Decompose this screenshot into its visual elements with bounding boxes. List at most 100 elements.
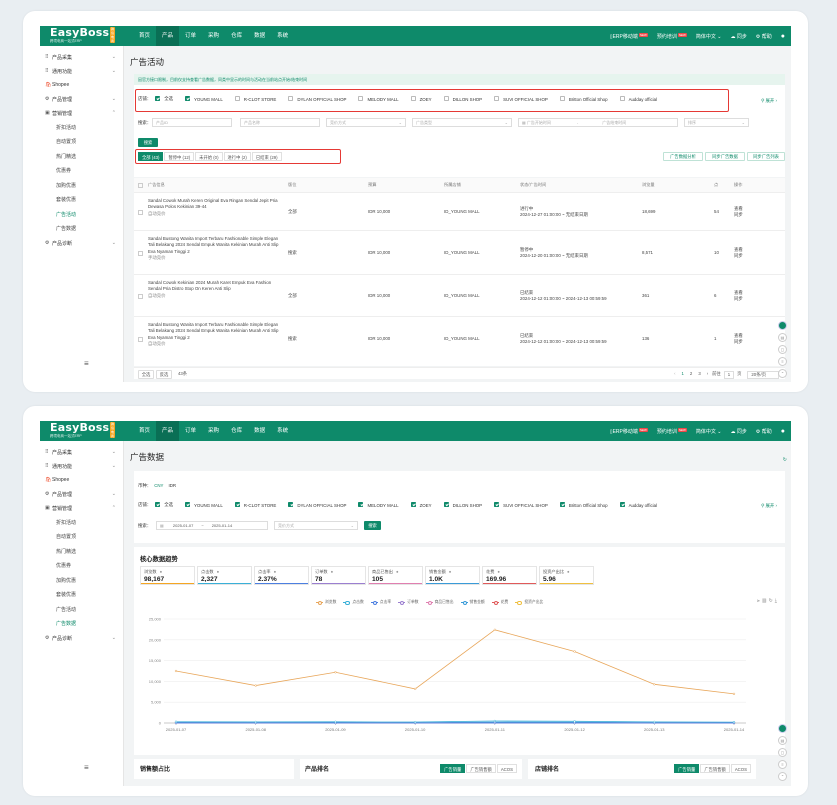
data-point[interactable] [174, 669, 178, 673]
sidebar-subitem[interactable]: 热门精选 [56, 153, 77, 160]
data-point[interactable] [573, 650, 576, 653]
shop-checkbox[interactable]: SUVI OFFICIAL SHOP [494, 502, 548, 508]
language-select[interactable]: 简体中文 ⌄ [695, 33, 722, 40]
nav-item[interactable]: 仓库 [231, 33, 243, 39]
shop-checkbox[interactable]: MELODY MALL [358, 96, 399, 102]
data-point[interactable] [732, 692, 736, 696]
page-number[interactable]: 1 [681, 371, 684, 376]
help-button[interactable]: ⚙ 帮助 [755, 33, 772, 40]
data-point[interactable] [413, 720, 417, 724]
rank-tab[interactable]: ACOS [496, 764, 517, 773]
sidebar-item[interactable]: ⚙ 产品管理 ⌄ [40, 92, 123, 106]
sidebar-subitem[interactable]: 广告数据 [56, 621, 77, 628]
shop-checkbox[interactable]: Britton Official Shop [559, 96, 608, 102]
page-number[interactable]: 3 [698, 371, 701, 376]
sync-link[interactable]: 同步 [734, 212, 743, 218]
rank-tab[interactable]: 广告销售额 [700, 764, 730, 773]
product-name[interactable]: Sandal Cowok Kekinian 2024 Murah Karet E… [148, 280, 272, 292]
menu-icon[interactable]: ≡ [84, 359, 89, 368]
shop-checkbox[interactable]: Britton Official Shop [559, 502, 608, 508]
checkbox-icon[interactable] [138, 182, 143, 188]
sync-link[interactable]: 同步 [734, 339, 743, 345]
shop-checkbox[interactable]: R-CLOT STORE [234, 96, 276, 102]
data-point[interactable] [732, 720, 736, 724]
sidebar-item[interactable]: ▣ 营销管理 ⌃ [40, 501, 123, 515]
shop-checkbox[interactable]: YOUNG MALL [184, 502, 223, 508]
shop-checkbox[interactable]: Audday official [619, 502, 657, 508]
date-range-input[interactable]: ▦ 2025-01-07 ~2025-01-14 [156, 521, 268, 530]
data-point[interactable] [174, 720, 178, 723]
language-select[interactable]: 简体中文 ⌄ [695, 428, 722, 435]
book-icon[interactable]: ▤ [778, 333, 787, 342]
row-checkbox[interactable] [138, 336, 143, 342]
sync-link[interactable]: 同步 [734, 253, 743, 259]
view-link[interactable]: 查看 [734, 206, 743, 211]
data-point[interactable] [413, 687, 417, 691]
bid-method-select[interactable]: 竞价方式 ⌄ [326, 118, 406, 127]
per-page-select[interactable]: 20条/页 [747, 371, 779, 379]
erp-mobile-link[interactable]: ▯ERP移动端 NEW [609, 427, 648, 435]
view-link[interactable]: 查看 [734, 247, 743, 252]
legend-item[interactable]: 浏览数 [316, 600, 337, 605]
ad-type-select[interactable]: 广告类型 ⌄ [412, 118, 512, 127]
data-point[interactable] [254, 684, 257, 687]
data-point[interactable] [573, 720, 576, 723]
meeting-link[interactable]: 预约培训 NEW [656, 427, 687, 435]
sidebar-subitem[interactable]: 折扣活动 [56, 124, 77, 131]
user-icon[interactable]: ● [780, 32, 785, 40]
sync-link[interactable]: 同步 [734, 296, 743, 302]
nav-item[interactable]: 系统 [277, 428, 289, 434]
row-checkbox[interactable] [138, 250, 143, 256]
status-tab[interactable]: 未开始 (0) [195, 152, 223, 161]
sidebar-subitem[interactable]: 广告活动 [56, 211, 77, 218]
metric-card[interactable]: 花费 ● 169.96 [482, 566, 537, 585]
shop-checkbox[interactable]: DILLON SHOP [443, 502, 482, 508]
sidebar-item-diagnosis[interactable]: ⚙ 产品诊断 ⌄ [40, 236, 123, 250]
data-point[interactable] [493, 721, 497, 725]
chat-icon[interactable]: ◻ [778, 345, 787, 354]
chat-icon[interactable]: ◻ [778, 748, 787, 757]
row-checkbox[interactable] [138, 209, 143, 215]
row-checkbox[interactable] [138, 293, 143, 299]
sidebar-item[interactable]: ⚙ 产品管理 ⌄ [40, 487, 123, 501]
metric-card[interactable]: 销售金额 ● 1.0K [425, 566, 480, 585]
nav-item[interactable]: 采购 [208, 33, 220, 39]
metric-card[interactable]: 投资产出比 ● 5.96 [539, 566, 594, 585]
refresh-icon[interactable]: ↻ [782, 457, 787, 463]
next-page-icon[interactable]: › [706, 371, 709, 376]
legend-item[interactable]: 投资产出比 [515, 600, 544, 605]
product-name[interactable]: Sandal Bustong Wanita Import Terbaru Fas… [148, 322, 279, 340]
shop-checkbox[interactable]: DILLON SHOP [443, 96, 482, 102]
data-point[interactable] [493, 719, 497, 723]
sidebar-item[interactable]: ⠿ 通用功能 ⌄ [40, 459, 123, 473]
help-button[interactable]: ⚙ 帮助 [755, 428, 772, 435]
shop-checkbox[interactable]: 全选 [155, 96, 173, 102]
data-point[interactable] [334, 720, 337, 723]
rank-tab[interactable]: 广告销量 [440, 764, 466, 773]
rank-tab[interactable]: 广告销量 [674, 764, 700, 773]
nav-item[interactable]: 首页 [139, 33, 151, 39]
currency-cny[interactable]: CNY [154, 483, 164, 488]
nav-item[interactable]: 仓库 [231, 428, 243, 434]
assistant-avatar[interactable] [778, 321, 787, 330]
search-button[interactable]: 搜索 [138, 138, 158, 147]
sync-button[interactable]: ☁ 同步 [730, 428, 747, 435]
sidebar-subitem[interactable]: 自动置顶 [56, 139, 77, 146]
shop-checkbox[interactable]: ZOEY [410, 96, 432, 102]
rank-tab[interactable]: 广告销售额 [466, 764, 496, 773]
legend-item[interactable]: 点击率 [370, 600, 392, 605]
shop-checkbox[interactable]: ZOEY [410, 502, 432, 508]
legend-item[interactable]: 订单数 [398, 600, 419, 605]
top-icon[interactable]: ⌃ [778, 772, 787, 781]
meeting-link[interactable]: 预约培训 NEW [656, 32, 687, 40]
status-tab[interactable]: 全部 (43) [138, 152, 164, 161]
sidebar-item[interactable]: 🛍 Shopee [40, 473, 123, 487]
shop-checkbox[interactable]: MELODY MALL [358, 502, 399, 508]
invert-selection-button[interactable]: 反选 [156, 369, 172, 379]
product-name[interactable]: Sandal Bustong Wanita Import Terbaru Fas… [148, 236, 279, 254]
metric-card[interactable]: 订单数 ● 78 [311, 566, 366, 585]
chart-toolbox[interactable]: ⫸▥↻⤓ [757, 598, 779, 604]
metric-card[interactable]: 浏览数 ● 98,167 [140, 566, 195, 585]
status-tab[interactable]: 进行中 (2) [223, 152, 251, 161]
sync-button[interactable]: ☁ 同步 [730, 33, 747, 40]
